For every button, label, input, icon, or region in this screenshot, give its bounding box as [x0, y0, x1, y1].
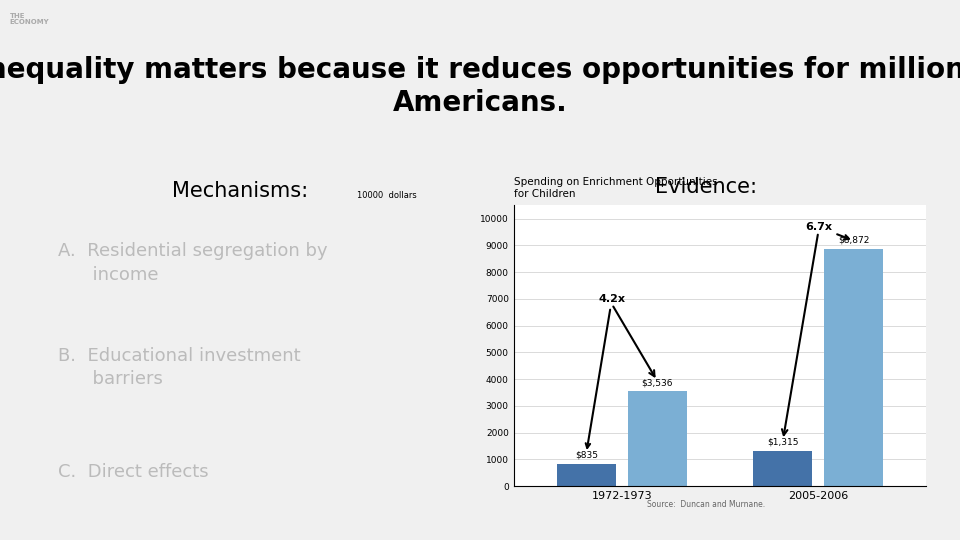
Text: 4.2x: 4.2x	[586, 294, 625, 448]
Text: Spending on Enrichment Opportunities
for Children: Spending on Enrichment Opportunities for…	[514, 177, 717, 199]
Text: C.  Direct effects: C. Direct effects	[59, 463, 209, 481]
Bar	[754, 451, 812, 486]
Text: THE
ECONOMY: THE ECONOMY	[10, 13, 49, 25]
Text: Evidence:: Evidence:	[655, 177, 756, 197]
Bar	[628, 392, 686, 486]
Text: $3,536: $3,536	[641, 379, 673, 387]
Text: 10000  dollars: 10000 dollars	[357, 191, 417, 200]
Text: A.  Residential segregation by
      income: A. Residential segregation by income	[59, 242, 328, 284]
Bar	[557, 464, 615, 486]
Bar	[825, 249, 883, 486]
Text: Mechanisms:: Mechanisms:	[172, 181, 308, 201]
Text: $835: $835	[575, 451, 598, 460]
Text: 4. Inequality matters because it reduces opportunities for millions of
Americans: 4. Inequality matters because it reduces…	[0, 56, 960, 117]
Text: Source:  Duncan and Murnane.: Source: Duncan and Murnane.	[646, 500, 765, 509]
Text: B.  Educational investment
      barriers: B. Educational investment barriers	[59, 347, 301, 388]
Text: 6.7x: 6.7x	[804, 222, 849, 239]
Text: $1,315: $1,315	[767, 438, 799, 447]
Text: $8,872: $8,872	[838, 236, 870, 245]
